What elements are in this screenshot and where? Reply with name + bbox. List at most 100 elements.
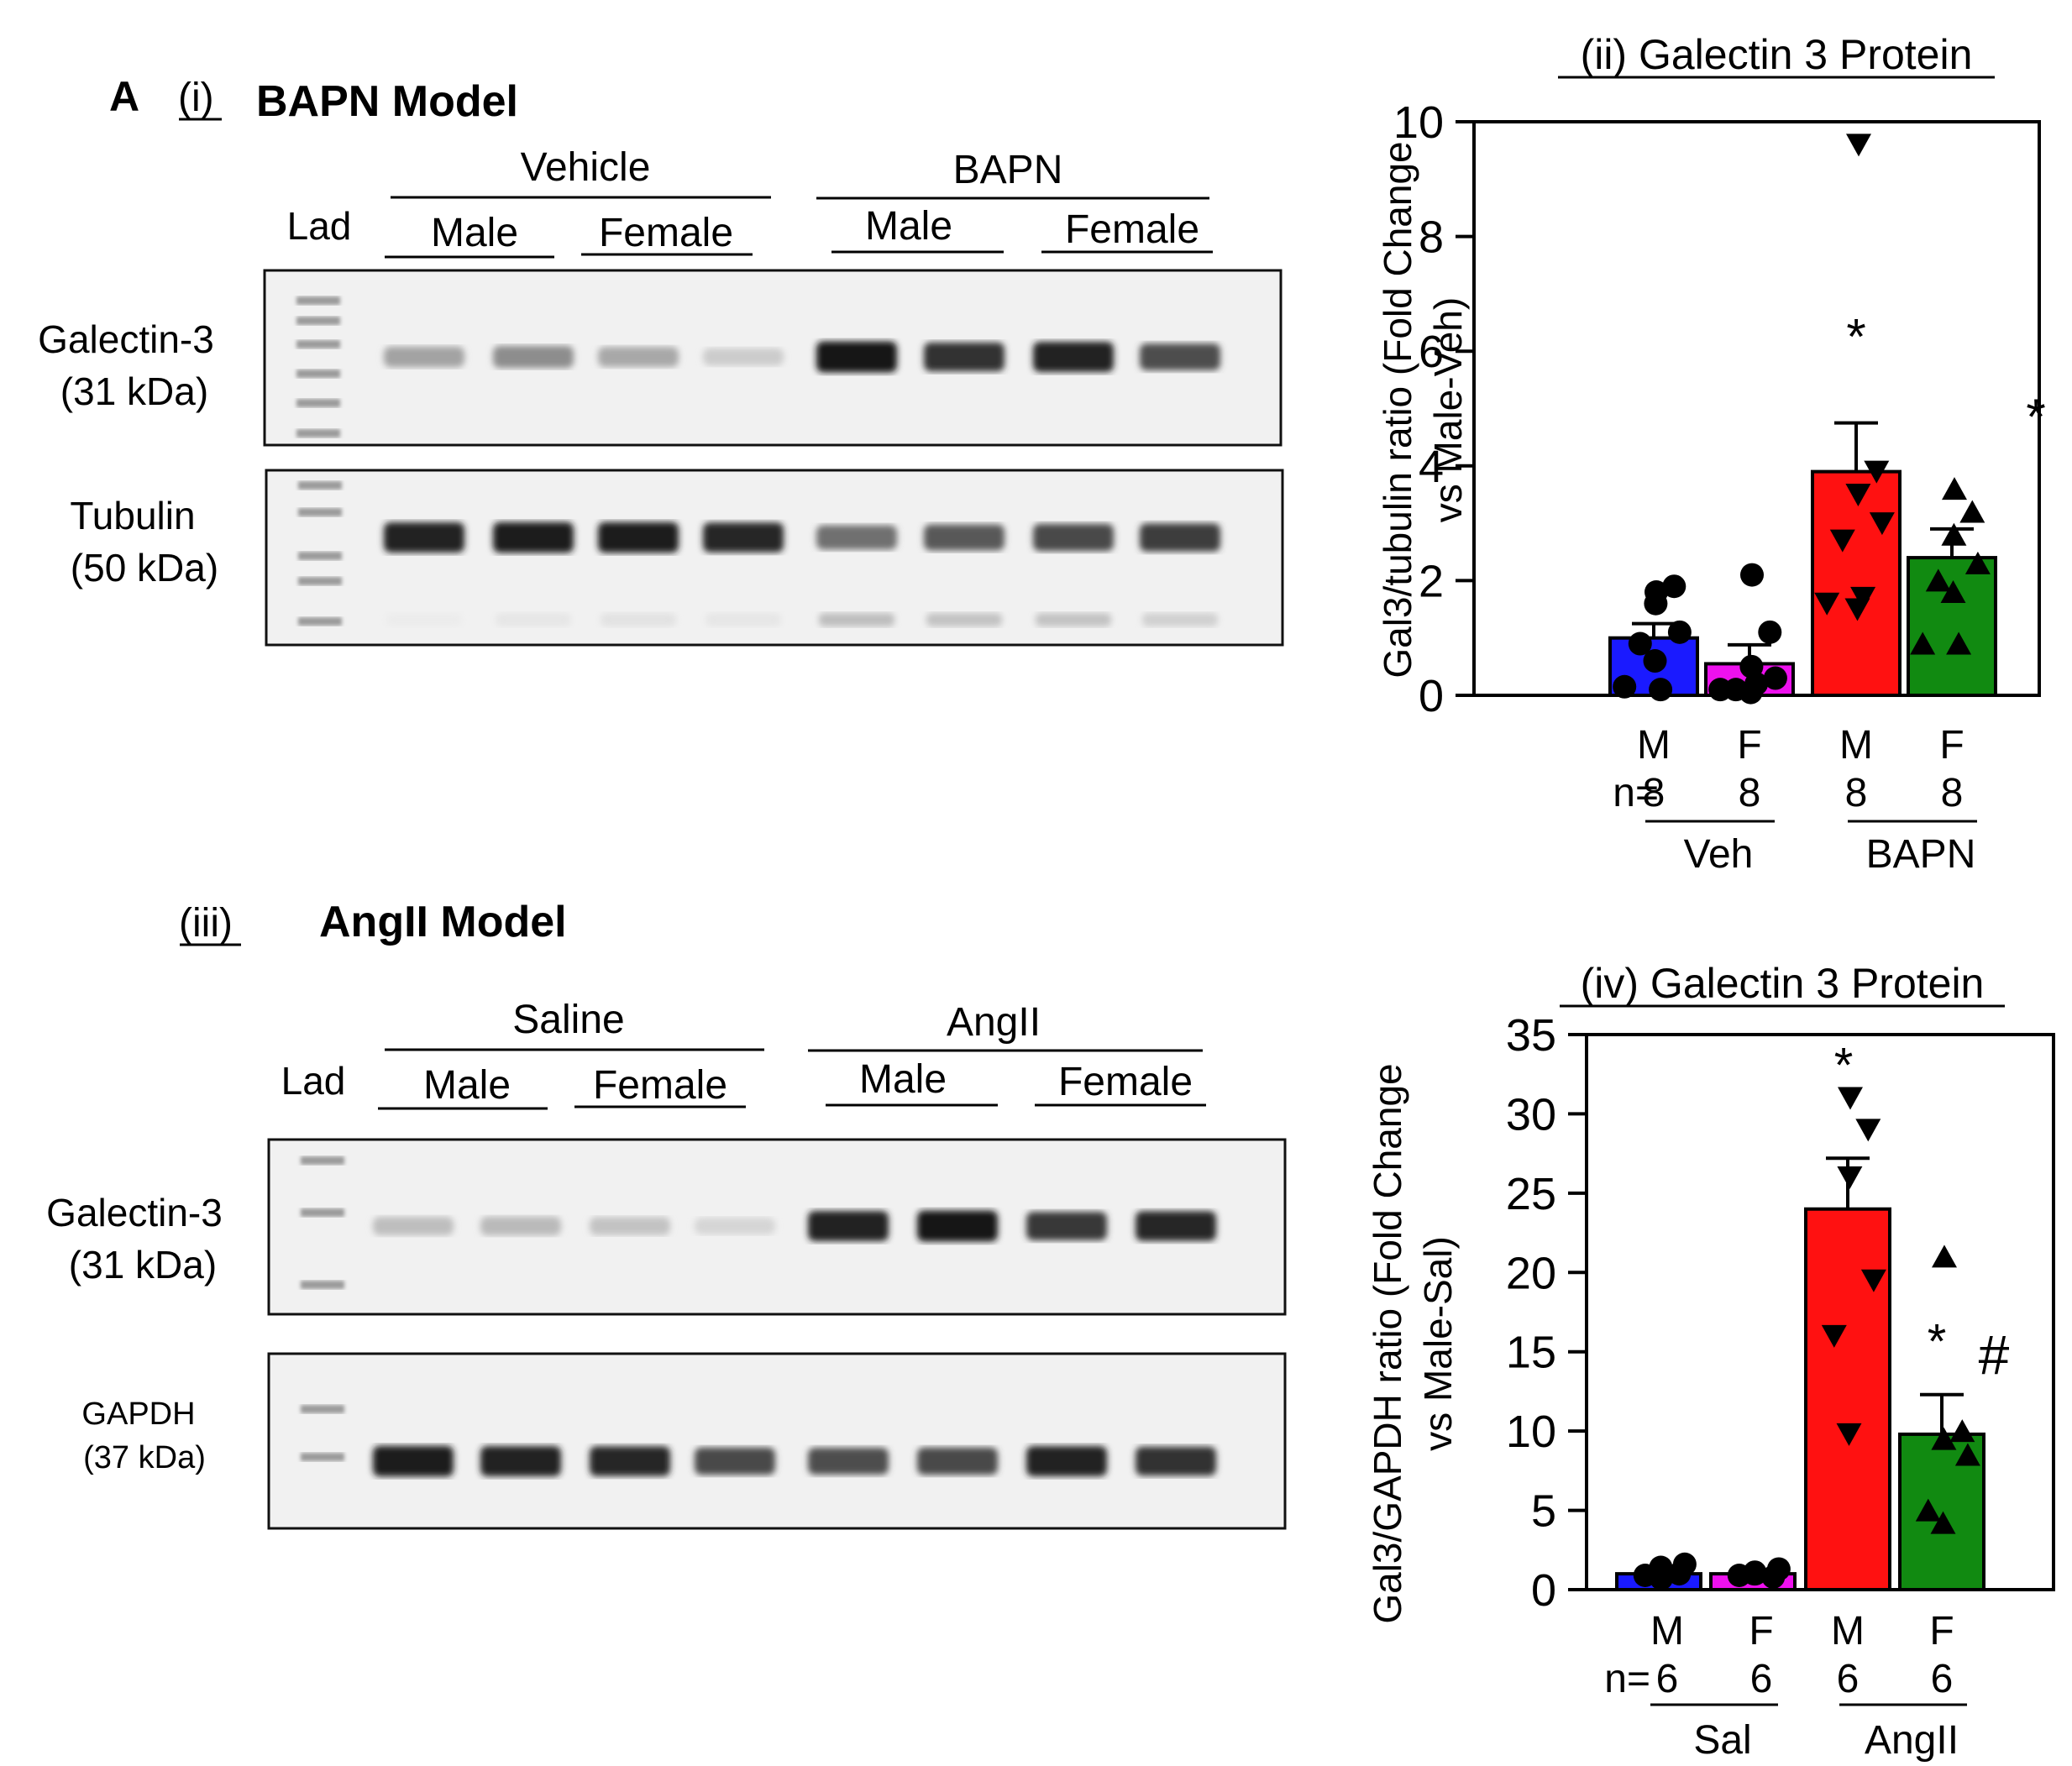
data-point <box>1821 1324 1847 1348</box>
data-point <box>1946 631 1972 655</box>
data-point <box>1864 460 1890 484</box>
n-value: 6 <box>1931 1657 1954 1701</box>
blot-band <box>480 1216 561 1236</box>
blot-band <box>1140 523 1220 552</box>
y-tick-label: 0 <box>1419 671 1444 721</box>
n-prefix: n= <box>1604 1657 1650 1701</box>
blot-secondary-band <box>386 613 462 626</box>
n-value: 6 <box>1656 1657 1679 1701</box>
blot-band <box>1026 1212 1107 1240</box>
data-point <box>1949 1419 1975 1443</box>
western-blot-gapdh-angii <box>267 1352 1287 1530</box>
group-label-angii: AngII <box>947 1000 1041 1045</box>
western-blot-tubulin-bapn <box>265 469 1284 647</box>
y-axis-label: vs Male-Sal) <box>1416 1236 1460 1451</box>
group-label: Sal <box>1693 1718 1751 1763</box>
blot-band <box>1136 1446 1216 1476</box>
y-tick-label: 35 <box>1506 1010 1556 1061</box>
data-point <box>1855 1119 1881 1142</box>
data-point <box>1910 631 1936 655</box>
subgroup-female-sal: Female <box>593 1063 727 1108</box>
data-point <box>1672 1552 1697 1576</box>
data-point <box>1932 1245 1957 1268</box>
data-point <box>1837 1166 1863 1189</box>
data-point <box>1628 631 1652 656</box>
data-point <box>1941 522 1967 546</box>
data-point <box>1846 134 1871 157</box>
data-point <box>1758 620 1782 644</box>
group-label-vehicle: Vehicle <box>521 145 651 190</box>
blot-secondary-band <box>819 613 894 626</box>
ladder-band <box>301 1453 344 1461</box>
blot-i-bottom-protein: Tubulin <box>70 494 195 537</box>
data-point <box>1940 580 1966 604</box>
blot-band <box>590 1217 670 1235</box>
subgroup-female-angii: Female <box>1058 1060 1193 1104</box>
blot-band <box>1033 523 1114 552</box>
data-point <box>1942 477 1967 500</box>
data-point <box>1930 1511 1956 1534</box>
blot-secondary-band <box>496 613 571 626</box>
n-value: 6 <box>1750 1657 1773 1701</box>
lad-label-iii: Lad <box>281 1059 346 1103</box>
n-value: 8 <box>1845 771 1868 815</box>
x-category-label: F <box>1737 723 1761 768</box>
bar <box>1811 469 1902 697</box>
subgroup-male-angii: Male <box>859 1057 947 1102</box>
y-tick-label: 30 <box>1506 1089 1556 1140</box>
data-point <box>1649 678 1673 702</box>
data-point <box>1643 649 1667 673</box>
blot-band <box>384 346 464 368</box>
ladder-band <box>301 1281 344 1289</box>
bar-chart-iv: (iv) Galectin 3 Protein 0 5 10 15 20 25 30 35 Gal… <box>1366 960 2055 1763</box>
data-point <box>1648 1559 1672 1583</box>
data-point <box>1829 529 1855 553</box>
blot-band <box>695 1218 775 1234</box>
data-point <box>1667 620 1692 644</box>
blot-band <box>1033 342 1114 372</box>
group-label-saline: Saline <box>512 998 624 1042</box>
subgroup-male-bapn: Male <box>865 204 952 249</box>
chart-title: (ii) Galectin 3 Protein <box>1581 31 1973 78</box>
group-label: BAPN <box>1866 832 1976 877</box>
n-value: 8 <box>1739 771 1761 815</box>
subgroup-male-sal: Male <box>423 1063 511 1108</box>
data-point <box>1740 563 1764 587</box>
blot-band <box>598 521 679 553</box>
data-point <box>1964 551 1991 574</box>
data-point <box>1613 674 1637 699</box>
chart-title: (iv) Galectin 3 Protein <box>1581 960 1985 1007</box>
blot-band <box>493 521 574 553</box>
ladder-band <box>298 617 342 626</box>
y-tick-label: 2 <box>1419 556 1444 606</box>
data-point <box>1925 569 1951 592</box>
ladder-band <box>301 1405 344 1413</box>
blot-band <box>816 525 897 550</box>
panel-iii-roman: (iii) <box>179 901 233 946</box>
subgroup-female-veh: Female <box>599 211 733 255</box>
significance-star: * <box>1928 1314 1947 1369</box>
blot-band <box>598 347 679 367</box>
group-label-bapn: BAPN <box>953 148 1063 192</box>
data-point <box>1644 591 1668 616</box>
y-tick-label: 10 <box>1393 97 1444 148</box>
panel-i-title: BAPN Model <box>256 77 518 126</box>
ladder-band <box>296 340 340 348</box>
n-value: 6 <box>1837 1657 1860 1701</box>
blot-band <box>1026 1446 1107 1476</box>
y-tick-label: 0 <box>1531 1565 1556 1616</box>
significance-star: * <box>1834 1039 1854 1093</box>
blot-band <box>493 345 574 369</box>
data-point <box>1959 500 1985 523</box>
x-category-label: M <box>1637 723 1671 768</box>
data-point <box>1915 1498 1941 1522</box>
blot-band <box>808 1211 889 1241</box>
blot-band <box>808 1448 889 1475</box>
subgroup-male-veh: Male <box>431 211 518 255</box>
significance-star: * <box>1846 309 1865 365</box>
blot-secondary-band <box>926 613 1002 626</box>
ladder-band <box>296 429 340 438</box>
blot-band <box>703 348 784 366</box>
x-category-label: M <box>1650 1609 1684 1653</box>
